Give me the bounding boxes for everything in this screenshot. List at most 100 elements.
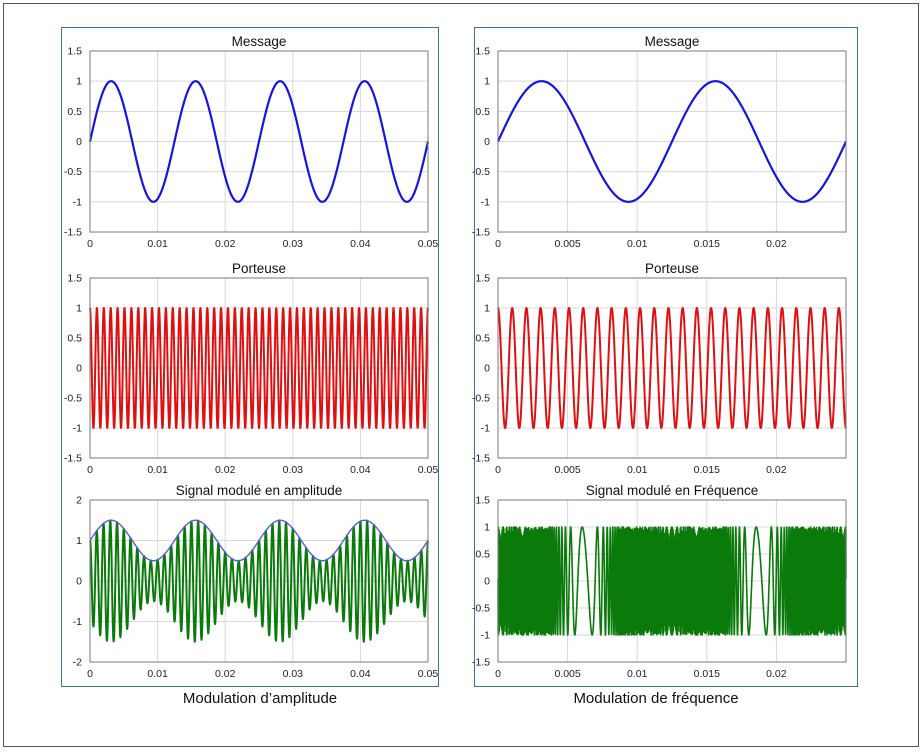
axes-box	[89, 50, 429, 233]
x-tick-label: 0.015	[694, 668, 720, 680]
cos-series-line	[89, 307, 429, 429]
x-tick-label: 0.01	[147, 668, 168, 680]
x-tick-label: 0.01	[627, 464, 648, 476]
x-tick-label: 0.05	[418, 464, 439, 476]
y-tick-label: -1	[73, 196, 82, 208]
x-tick-label: 0.01	[147, 464, 168, 476]
y-tick-label: 0	[484, 136, 490, 148]
x-tick-label: 0.05	[418, 238, 439, 250]
y-tick-label: 0.5	[475, 333, 490, 345]
fm-caption: Modulation de fréquence	[573, 690, 739, 707]
x-tick-label: 0.01	[147, 238, 168, 250]
x-tick-label: 0.02	[766, 464, 787, 476]
x-tick-label: 0.02	[766, 668, 787, 680]
y-tick-label: 1	[484, 522, 490, 534]
x-tick-label: 0	[87, 668, 93, 680]
y-tick-label: 0.5	[475, 549, 490, 561]
fm-carrier-chart: 1.5 1 0.5 0 -0.5 -1 -1.5 0 0.005 0.01 0.015 0.02 Por…	[472, 261, 847, 476]
x-tick-label: 0	[495, 668, 501, 680]
x-tick-label: 0.03	[283, 238, 304, 250]
axes-box	[497, 499, 847, 663]
y-tick-label: -0.5	[472, 603, 490, 615]
y-tick-label: 1	[76, 76, 82, 88]
y-tick-label: 1.5	[475, 46, 490, 58]
fm-message-chart: 1.5 1 0.5 0 -0.5 -1 -1.5 0 0.005 0.01 0.015 0.02 Mes…	[472, 34, 848, 250]
x-tick-label: 0	[495, 464, 501, 476]
x-tick-label: 0.015	[694, 238, 720, 250]
chart-title: Message	[645, 34, 700, 49]
y-tick-label: 0.5	[475, 106, 490, 118]
x-tick-label: 0.05	[418, 668, 439, 680]
y-tick-label: 1	[76, 535, 82, 547]
x-tick-label: 0.02	[766, 238, 787, 250]
y-tick-label: 1	[76, 303, 82, 315]
x-tick-label: 0.005	[554, 238, 580, 250]
y-tick-label: 0	[76, 136, 82, 148]
chart-title: Message	[232, 34, 287, 49]
y-tick-label: 0	[484, 363, 490, 375]
am-signal-chart: 2 1 0 -1 -2 0 0.01 0.02 0.03 0.04 0.05 Signal modul…	[73, 483, 439, 680]
x-tick-label: 0	[495, 238, 501, 250]
y-tick-label: -0.5	[64, 166, 82, 178]
sin-series-line	[496, 80, 848, 203]
x-tick-label: 0.005	[554, 464, 580, 476]
x-tick-label: 0	[87, 238, 93, 250]
am-caption: Modulation d’amplitude	[182, 690, 338, 707]
y-tick-label: 0	[484, 576, 490, 588]
y-tick-label: -0.5	[64, 393, 82, 405]
y-tick-label: -1	[481, 196, 490, 208]
y-tick-label: 0	[76, 576, 82, 588]
y-tick-label: -1.5	[64, 453, 82, 465]
y-tick-label: 1.5	[475, 273, 490, 285]
chart-title: Signal modulé en amplitude	[176, 483, 343, 498]
x-tick-label: 0.015	[694, 464, 720, 476]
fm-series-line	[497, 526, 847, 636]
y-tick-label: -1	[73, 423, 82, 435]
y-tick-label: 1	[484, 76, 490, 88]
figure-frame	[3, 3, 919, 747]
x-tick-label: 0.04	[350, 238, 371, 250]
x-tick-label: 0.01	[627, 668, 648, 680]
am-carrier-chart: 1.5 1 0.5 0 -0.5 -1 -1.5 0 0.01 0.02 0.03 0.04 0.05 P…	[64, 261, 438, 476]
y-tick-label: -0.5	[472, 393, 490, 405]
y-tick-label: 0.5	[67, 106, 82, 118]
x-tick-label: 0.02	[215, 668, 236, 680]
fm-signal-chart: 1.5 1 0.5 0 -0.5 -1 -1.5 0 0.005 0.01 0.015 0.02 Sig…	[472, 483, 847, 680]
axes-box	[89, 499, 429, 663]
y-tick-label: 1	[484, 303, 490, 315]
y-tick-label: -0.5	[472, 166, 490, 178]
y-tick-label: -1	[73, 616, 82, 628]
y-tick-label: -1	[481, 423, 490, 435]
am-message-chart: 1.5 1 0.5 0 -0.5 -1 -1.5 0 0.01 0.02 0.03 0.04 0.05 M…	[64, 34, 438, 250]
y-tick-label: 0.5	[67, 333, 82, 345]
envelope-series-line	[89, 519, 429, 562]
axes-box	[89, 277, 429, 459]
y-tick-label: -1.5	[472, 453, 490, 465]
cos-series-line	[497, 307, 847, 429]
y-tick-label: 0	[76, 363, 82, 375]
x-tick-label: 0.04	[350, 464, 371, 476]
x-tick-label: 0.005	[554, 668, 580, 680]
y-tick-label: 2	[76, 495, 82, 507]
y-tick-label: -1.5	[64, 227, 82, 239]
x-tick-label: 0.02	[215, 464, 236, 476]
y-tick-label: -1.5	[472, 227, 490, 239]
x-tick-label: 0	[87, 464, 93, 476]
y-tick-label: 1.5	[475, 495, 490, 507]
chart-title: Porteuse	[232, 261, 286, 276]
x-tick-label: 0.02	[215, 238, 236, 250]
sin-series-line	[88, 80, 430, 203]
y-tick-label: -2	[73, 657, 82, 669]
axes-box	[497, 277, 847, 459]
y-tick-label: -1	[481, 630, 490, 642]
x-tick-label: 0.03	[283, 668, 304, 680]
y-tick-label: -1.5	[472, 657, 490, 669]
x-tick-label: 0.04	[350, 668, 371, 680]
chart-title: Signal modulé en Fréquence	[586, 483, 759, 498]
axes-box	[497, 50, 847, 233]
x-tick-label: 0.03	[283, 464, 304, 476]
chart-title: Porteuse	[645, 261, 699, 276]
y-tick-label: 1.5	[67, 273, 82, 285]
x-tick-label: 0.01	[627, 238, 648, 250]
